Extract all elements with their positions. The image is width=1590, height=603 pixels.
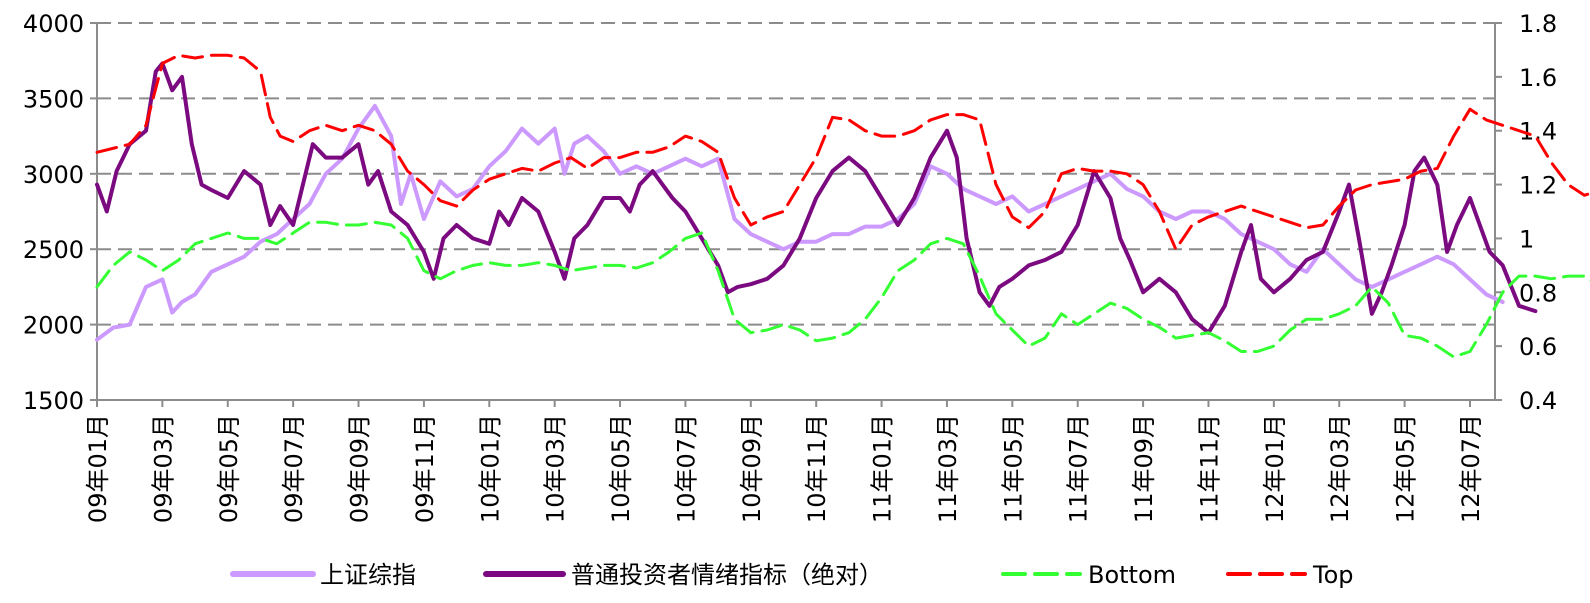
left-tick-label: 3000: [23, 161, 84, 189]
x-tick-label: 12年05月: [1392, 414, 1420, 523]
x-tick-label: 11年11月: [1195, 414, 1223, 523]
x-tick-label: 10年03月: [542, 414, 570, 523]
legend-label: 普通投资者情绪指标（绝对）: [571, 561, 883, 589]
left-axis: 1500 2000 2500 3000 3500 4000: [23, 10, 98, 415]
x-tick-label: 12年03月: [1326, 414, 1354, 523]
x-tick-label: 10年09月: [738, 414, 766, 523]
x-tick-label: 10年05月: [607, 414, 635, 523]
legend-label: Top: [1312, 561, 1354, 589]
legend-label: Bottom: [1088, 561, 1176, 589]
x-tick-label: 09年09月: [346, 414, 374, 523]
right-tick-label: 1: [1519, 225, 1534, 253]
x-tick-label: 10年01月: [476, 414, 504, 523]
x-tick-label: 09年03月: [149, 414, 177, 523]
right-tick-label: 1.8: [1519, 10, 1557, 38]
gridlines: [97, 22, 1495, 326]
right-tick-label: 0.8: [1519, 279, 1557, 307]
series-line: [95, 220, 1590, 359]
x-tick-label: 09年05月: [215, 414, 243, 523]
right-tick-label: 0.4: [1519, 387, 1557, 415]
x-tick-label: 11年01月: [869, 414, 897, 523]
series-line: [95, 53, 1590, 251]
legend-label: 上证综指: [320, 561, 416, 589]
x-tick-label: 09年01月: [84, 414, 112, 523]
x-axis: 09年01月 09年03月 09年05月 09年07月 09年09月 09年11月 10年0…: [84, 399, 1495, 523]
right-tick-label: 1.6: [1519, 64, 1557, 92]
x-tick-label: 10年07月: [672, 414, 700, 523]
x-tick-label: 12年07月: [1457, 414, 1485, 523]
left-tick-label: 4000: [23, 10, 84, 38]
series-lines: [95, 53, 1590, 359]
x-tick-label: 09年07月: [280, 414, 308, 523]
series-line: [95, 61, 1538, 335]
left-tick-label: 3500: [23, 85, 84, 113]
x-tick-label: 11年03月: [934, 414, 962, 523]
x-tick-label: 10年11月: [803, 414, 831, 523]
x-tick-label: 12年01月: [1261, 414, 1289, 523]
legend: 上证综指 普通投资者情绪指标（绝对） Bottom Top: [230, 561, 1354, 589]
left-tick-label: 2000: [23, 312, 84, 340]
right-tick-label: 0.6: [1519, 333, 1557, 361]
right-tick-label: 1.2: [1519, 172, 1557, 200]
left-tick-label: 2500: [23, 236, 84, 264]
x-tick-label: 11年07月: [1065, 414, 1093, 523]
x-tick-label: 09年11月: [411, 414, 439, 523]
series-line: [95, 103, 1505, 342]
left-tick-label: 1500: [23, 387, 84, 415]
x-tick-label: 11年05月: [999, 414, 1027, 523]
right-axis: 0.40.60.811.21.41.61.8: [1494, 10, 1557, 415]
x-tick-label: 11年09月: [1130, 414, 1158, 523]
